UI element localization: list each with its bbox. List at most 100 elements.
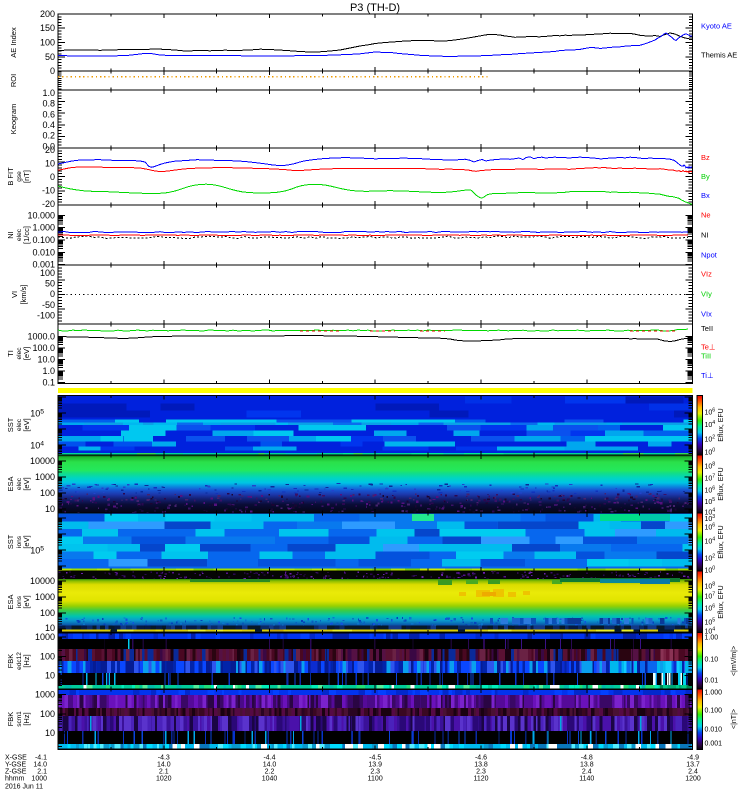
svg-text:13.9: 13.9 — [368, 762, 382, 769]
svg-text:10000: 10000 — [30, 456, 55, 466]
svg-text:1040: 1040 — [262, 776, 278, 783]
svg-text:1.000: 1.000 — [705, 690, 723, 697]
svg-text:-4.6: -4.6 — [475, 755, 487, 762]
svg-text:AE Index: AE Index — [9, 27, 18, 58]
svg-text:200: 200 — [40, 9, 55, 19]
svg-text:Bz: Bz — [701, 153, 710, 162]
svg-text:106: 106 — [705, 604, 716, 613]
svg-text:-4.4: -4.4 — [263, 755, 275, 762]
svg-text:ROI: ROI — [9, 74, 18, 87]
svg-text:-100: -100 — [37, 311, 55, 321]
svg-text:1.00: 1.00 — [705, 635, 719, 642]
svg-text:1000: 1000 — [35, 472, 55, 482]
svg-text:0.01: 0.01 — [705, 678, 719, 685]
svg-text:<|nT|>: <|nT|> — [731, 709, 738, 729]
svg-text:VIx: VIx — [701, 310, 712, 319]
svg-text:14.0: 14.0 — [263, 762, 277, 769]
svg-text:-50: -50 — [42, 300, 55, 310]
svg-text:[eV]: [eV] — [22, 418, 31, 431]
svg-text:NI: NI — [701, 231, 709, 240]
svg-text:2.4: 2.4 — [688, 769, 698, 776]
svg-text:0.0: 0.0 — [42, 141, 55, 151]
svg-text:elec: elec — [16, 418, 23, 431]
svg-text:10.0: 10.0 — [37, 355, 55, 365]
svg-text:Eflux, EFU: Eflux, EFU — [718, 467, 725, 500]
svg-text:TiII: TiII — [701, 352, 711, 361]
svg-text:0.8: 0.8 — [42, 99, 55, 109]
svg-text:0: 0 — [50, 172, 55, 182]
svg-text:0.6: 0.6 — [42, 109, 55, 119]
svg-text:Bx: Bx — [701, 191, 710, 200]
svg-text:P3 (TH-D): P3 (TH-D) — [350, 2, 400, 14]
svg-text:FBK: FBK — [6, 654, 15, 669]
svg-text:0: 0 — [50, 66, 55, 76]
svg-text:2.3: 2.3 — [370, 769, 380, 776]
svg-text:NI: NI — [6, 231, 15, 239]
svg-text:ions: ions — [16, 595, 23, 608]
svg-text:0: 0 — [50, 289, 55, 299]
svg-text:100: 100 — [705, 566, 716, 575]
svg-text:0.2: 0.2 — [42, 131, 55, 141]
svg-text:1000: 1000 — [35, 592, 55, 602]
svg-text:<|mV/m|>: <|mV/m|> — [731, 646, 738, 676]
svg-text:VI: VI — [10, 291, 19, 298]
svg-text:13.7: 13.7 — [686, 762, 700, 769]
svg-text:10: 10 — [45, 159, 55, 169]
svg-text:104: 104 — [705, 537, 716, 546]
svg-text:2.1: 2.1 — [37, 769, 47, 776]
svg-text:2.2: 2.2 — [265, 769, 275, 776]
svg-text:2.1: 2.1 — [159, 769, 169, 776]
svg-text:[eV]: [eV] — [22, 477, 31, 490]
svg-text:B FIT: B FIT — [6, 167, 15, 186]
svg-text:1.000: 1.000 — [32, 223, 55, 233]
svg-text:-4.9: -4.9 — [687, 755, 699, 762]
svg-text:-4.8: -4.8 — [581, 755, 593, 762]
svg-text:20: 20 — [45, 145, 55, 155]
svg-text:edc12: edc12 — [16, 652, 23, 670]
svg-text:-10: -10 — [42, 186, 55, 196]
svg-text:elec: elec — [16, 477, 23, 490]
svg-text:100: 100 — [40, 488, 55, 498]
svg-text:0.10: 0.10 — [705, 657, 719, 664]
svg-text:1000: 1000 — [31, 776, 47, 783]
svg-text:100: 100 — [40, 651, 55, 661]
svg-text:105: 105 — [30, 409, 44, 419]
svg-text:102: 102 — [705, 554, 716, 563]
svg-text:100: 100 — [40, 608, 55, 618]
svg-text:ESA: ESA — [6, 594, 15, 609]
svg-text:1000: 1000 — [35, 632, 55, 642]
svg-text:10: 10 — [45, 728, 55, 738]
svg-text:100: 100 — [705, 448, 716, 457]
svg-text:[Hz]: [Hz] — [22, 654, 31, 667]
svg-text:0.100: 0.100 — [32, 235, 55, 245]
svg-text:Themis AE: Themis AE — [701, 51, 737, 60]
svg-text:1200: 1200 — [685, 776, 701, 783]
svg-text:[nT]: [nT] — [22, 170, 31, 183]
svg-text:108: 108 — [705, 582, 716, 591]
svg-text:10: 10 — [45, 623, 55, 633]
svg-text:Npot: Npot — [701, 251, 718, 260]
svg-text:2.3: 2.3 — [476, 769, 486, 776]
svg-text:108: 108 — [705, 462, 716, 471]
svg-text:scm1: scm1 — [16, 711, 23, 727]
svg-text:-20: -20 — [42, 199, 55, 209]
svg-text:2016 Jun 11: 2016 Jun 11 — [5, 784, 43, 791]
svg-text:hhmm: hhmm — [5, 776, 25, 783]
svg-text:105: 105 — [705, 497, 716, 506]
svg-text:50: 50 — [45, 52, 55, 62]
svg-text:SST: SST — [6, 417, 15, 432]
svg-text:100: 100 — [40, 38, 55, 48]
svg-text:elec: elec — [16, 347, 23, 360]
svg-text:14.0: 14.0 — [157, 762, 171, 769]
svg-text:1.0: 1.0 — [42, 366, 55, 376]
svg-text:0.100: 0.100 — [705, 708, 723, 715]
svg-text:-4.3: -4.3 — [158, 755, 170, 762]
svg-text:104: 104 — [30, 441, 44, 451]
svg-text:VIz: VIz — [701, 270, 712, 279]
svg-text:-4.5: -4.5 — [369, 755, 381, 762]
svg-text:106: 106 — [705, 486, 716, 495]
svg-text:VIy: VIy — [701, 290, 712, 299]
svg-text:Y-GSE: Y-GSE — [5, 762, 26, 769]
svg-text:[1/cc]: [1/cc] — [22, 226, 31, 244]
svg-text:By: By — [701, 172, 710, 181]
